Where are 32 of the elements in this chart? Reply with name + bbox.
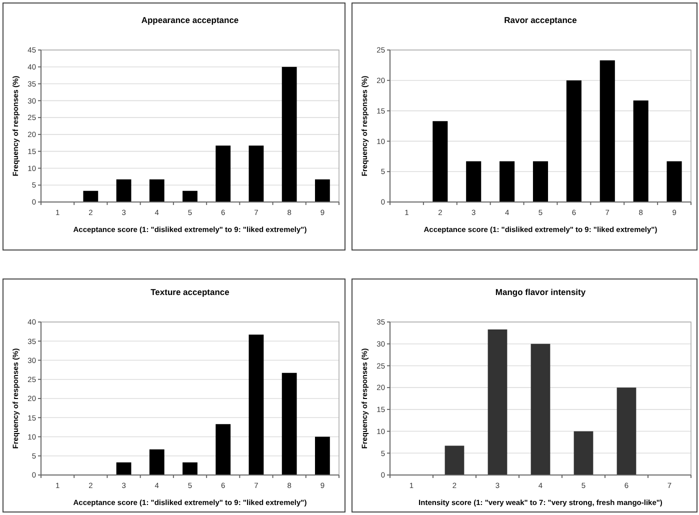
bar (532, 161, 548, 202)
bar (488, 329, 508, 475)
bar (500, 161, 515, 202)
bar (282, 372, 297, 475)
bar (149, 449, 164, 475)
bar (616, 388, 636, 475)
bar (248, 334, 264, 475)
bar (530, 344, 550, 475)
bar (314, 179, 330, 202)
chart-title: Texture acceptance (150, 287, 230, 297)
bar (466, 161, 482, 202)
bar (633, 100, 648, 202)
bar (314, 436, 330, 475)
bar (116, 179, 132, 202)
chart-title: Mango flavor intensity (495, 287, 586, 297)
bar (149, 179, 164, 202)
chart-title: Appearance acceptance (141, 15, 239, 25)
bar (432, 121, 448, 202)
bar (444, 446, 464, 475)
bar (666, 161, 682, 202)
bar (182, 462, 198, 475)
bar (574, 431, 594, 475)
chart-title: Ravor acceptance (504, 15, 578, 25)
bar (116, 462, 132, 475)
bar (216, 146, 231, 202)
bar (566, 80, 582, 202)
bar (282, 66, 297, 202)
bar (182, 190, 198, 202)
bar (248, 146, 264, 202)
bar (600, 60, 615, 202)
bar (83, 190, 98, 202)
bar (216, 424, 231, 475)
